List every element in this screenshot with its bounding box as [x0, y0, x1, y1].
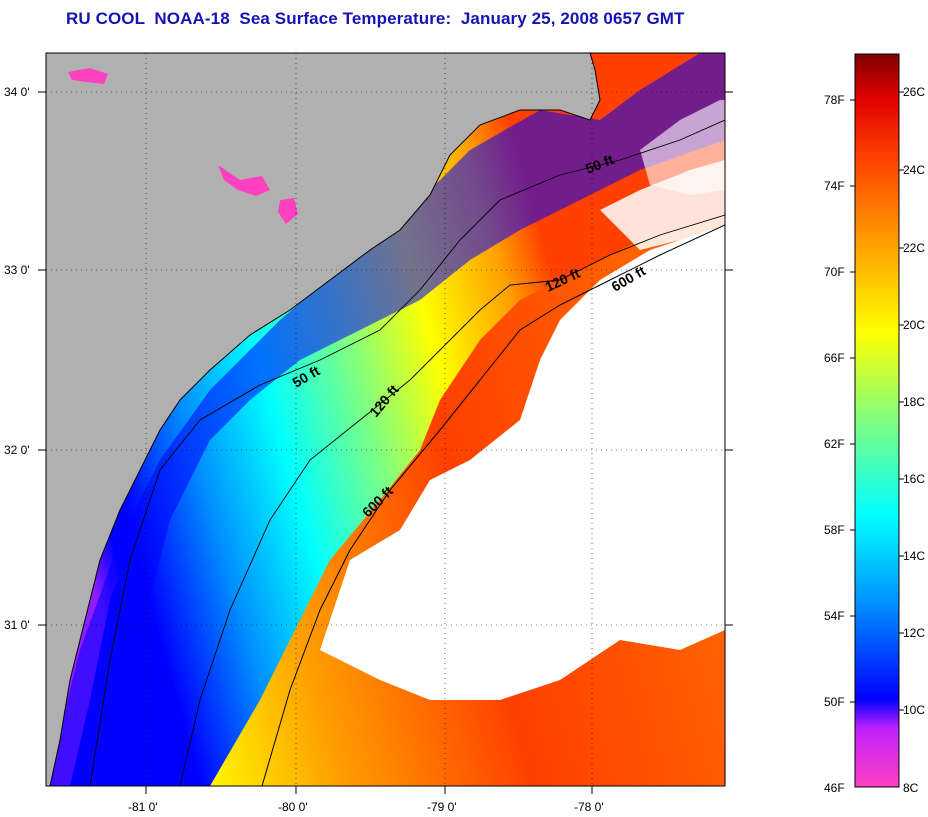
colorbar-c-label: 8C	[903, 781, 919, 795]
map-title: RU COOL NOAA-18 Sea Surface Temperature:…	[66, 9, 685, 28]
coastline	[49, 53, 601, 786]
lon-label: -80 0'	[278, 800, 308, 814]
depth-contour-50ft	[89, 119, 725, 786]
colorbar-c-label: 26C	[903, 85, 925, 99]
lat-label: 31 0'	[4, 618, 30, 632]
axis-ticks	[38, 91, 733, 794]
colorbar-f-label: 78F	[824, 93, 845, 107]
colorbar-f-label: 62F	[824, 437, 845, 451]
lon-label: -78 0'	[574, 800, 604, 814]
inland-lake	[278, 198, 298, 224]
depth-contour-600ft	[261, 224, 725, 786]
map-frame	[45, 52, 726, 787]
colorbar-c-label: 20C	[903, 318, 925, 332]
colorbar-c-label: 10C	[903, 703, 925, 717]
colorbar-f-label: 66F	[824, 351, 845, 365]
lat-lon-grid	[46, 53, 725, 786]
colorbar-f-label: 54F	[824, 609, 845, 623]
colorbar-f-label: 70F	[824, 265, 845, 279]
colorbar-f-label: 74F	[824, 179, 845, 193]
colorbar-c-label: 12C	[903, 626, 925, 640]
inland-lake	[68, 68, 108, 84]
inland-lake	[218, 165, 270, 196]
cloud-cover	[320, 225, 725, 700]
lat-label: 32 0'	[4, 443, 30, 457]
colorbar-c-label: 18C	[903, 395, 925, 409]
colorbar-f-label: 58F	[824, 523, 845, 537]
land-mass	[46, 53, 600, 786]
lat-label: 34 0'	[4, 85, 30, 99]
lon-label: -79 0'	[427, 800, 457, 814]
colorbar-c-label: 14C	[903, 549, 925, 563]
colorbar-scale	[854, 53, 900, 788]
colorbar-c-label: 22C	[903, 241, 925, 255]
colorbar-f-label: 50F	[824, 695, 845, 709]
colorbar-c-label: 16C	[903, 472, 925, 486]
lon-label: -81 0'	[128, 800, 158, 814]
colorbar-c-label: 24C	[903, 163, 925, 177]
colorbar-f-label: 46F	[824, 781, 845, 795]
depth-contour-120ft	[179, 214, 725, 786]
lat-label: 33 0'	[4, 263, 30, 277]
